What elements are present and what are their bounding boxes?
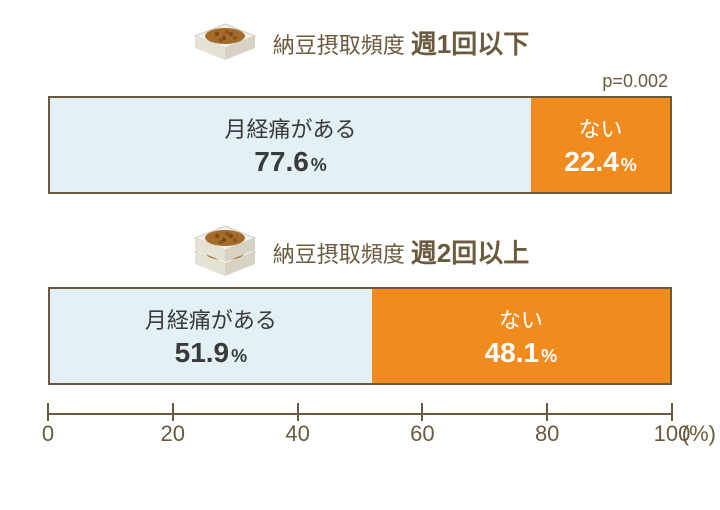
group-title: 納豆摂取頻度 週1回以下 [273,24,529,61]
axis-tick-label: 20 [161,421,185,447]
axis-tick-label: 100 [654,421,691,447]
x-axis: (%) 020406080100 [48,403,672,453]
axis-tick-label: 0 [42,421,54,447]
group-title-prefix: 納豆摂取頻度 [273,237,405,269]
group-title-suffix: 週2回以上 [411,233,529,270]
segment-has-pain: 月経痛がある51.9% [50,289,372,383]
axis-tick [297,403,299,421]
segment-label: ない [499,303,543,335]
segment-value: 51.9% [175,337,248,369]
p-value-label: p=0.002 [48,71,672,92]
group-title: 納豆摂取頻度 週2回以上 [273,233,529,270]
axis-tick-label: 60 [410,421,434,447]
axis-tick [421,403,423,421]
group-header: 納豆摂取頻度 週1回以下 [48,20,672,65]
group-title-prefix: 納豆摂取頻度 [273,28,405,60]
axis-tick-label: 80 [535,421,559,447]
axis-tick [47,403,49,421]
stacked-bar-chart: 納豆摂取頻度 週1回以下 p=0.002 月経痛がある77.6%ない22.4% [48,20,672,453]
natto-icon [191,20,259,65]
natto-icon [191,222,259,281]
group-title-suffix: 週1回以下 [411,24,529,61]
segment-has-pain: 月経痛がある77.6% [50,98,531,192]
axis-line [48,413,672,415]
segment-label: 月経痛がある [225,112,357,144]
axis-tick [546,403,548,421]
axis-tick [671,403,673,421]
segment-no-pain: ない22.4% [531,98,670,192]
segment-value: 22.4% [564,146,637,178]
segment-label: 月経痛がある [145,303,277,335]
axis-tick-label: 40 [285,421,309,447]
segment-label: ない [579,112,623,144]
group-header: 納豆摂取頻度 週2回以上 [48,222,672,281]
segment-no-pain: ない48.1% [372,289,670,383]
segment-value: 48.1% [485,337,558,369]
segment-value: 77.6% [254,146,327,178]
axis-tick [172,403,174,421]
bar-row: 月経痛がある51.9%ない48.1% [48,287,672,385]
bar-row: 月経痛がある77.6%ない22.4% [48,96,672,194]
